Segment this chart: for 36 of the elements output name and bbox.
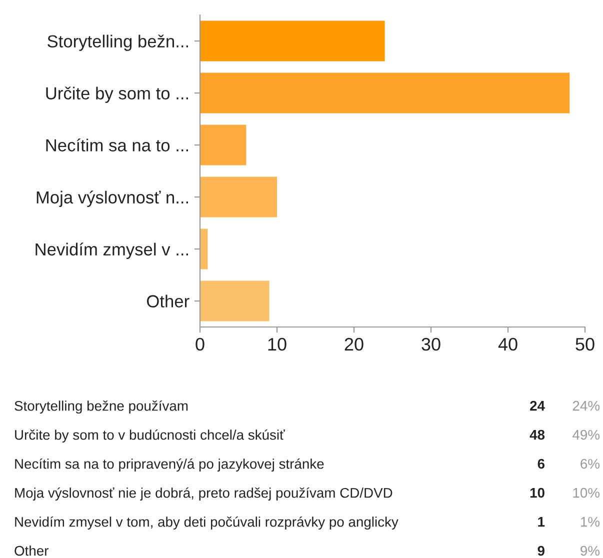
bar — [200, 228, 208, 270]
y-tick-label: Určite by som to ... — [46, 86, 188, 103]
x-tick-label: 50 — [576, 338, 594, 351]
text: Other — [14, 546, 49, 556]
text: 24% — [572, 400, 600, 411]
text: 9% — [580, 546, 600, 556]
x-tick-label: 0 — [196, 338, 204, 351]
y-tick-label: Storytelling bežn... — [48, 34, 188, 51]
text: 10 — [530, 488, 544, 498]
y-tick-label: Moja výslovnosť n... — [36, 190, 188, 207]
text: 24 — [530, 400, 545, 411]
text: Storytelling bežne používam — [14, 400, 188, 414]
bar — [200, 176, 277, 218]
x-tick-label: 40 — [498, 338, 518, 351]
text: 6% — [580, 458, 600, 469]
text: Určite by som to v budúcnosti chcel/a skúsiť — [15, 429, 285, 443]
text: Moja výslovnosť nie je dobrá, preto radšej používam CD/DVD — [15, 487, 392, 501]
x-tick-label: 30 — [422, 338, 440, 351]
text: 1% — [580, 516, 600, 527]
text: 6 — [538, 458, 544, 469]
text: 9 — [538, 546, 544, 556]
text: 49% — [572, 430, 600, 440]
bar — [200, 124, 246, 166]
y-tick-label: Nevidím zmysel v ... — [36, 242, 188, 259]
y-tick-label: Necítim sa na to ... — [46, 138, 188, 152]
text: Nevidím zmysel v tom, aby deti počúvali rozprávky po anglicky — [15, 516, 398, 530]
bar — [200, 20, 385, 62]
text: 1 — [538, 517, 545, 527]
bar — [200, 72, 570, 114]
text: Necítim sa na to pripravený/á po jazykovej stránke — [15, 458, 324, 472]
text: 10% — [573, 488, 600, 498]
x-tick-label: 20 — [344, 338, 364, 351]
text: 48 — [530, 430, 545, 440]
y-tick-label: Other — [146, 294, 190, 308]
bar — [200, 280, 270, 322]
x-tick-label: 10 — [268, 338, 286, 351]
